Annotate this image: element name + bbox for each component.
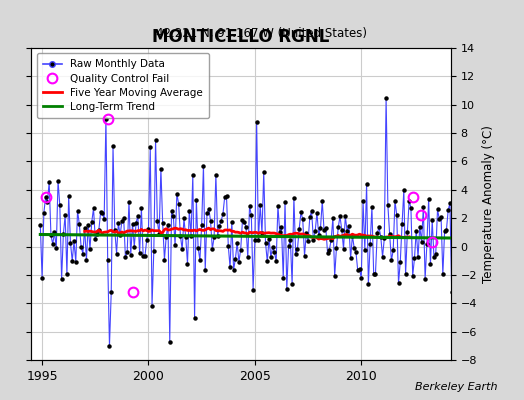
Legend: Raw Monthly Data, Quality Control Fail, Five Year Moving Average, Long-Term Tren: Raw Monthly Data, Quality Control Fail, …: [37, 53, 209, 118]
Text: Berkeley Earth: Berkeley Earth: [416, 382, 498, 392]
Y-axis label: Temperature Anomaly (°C): Temperature Anomaly (°C): [483, 125, 495, 283]
Title: MONTICELLO RGNL: MONTICELLO RGNL: [152, 28, 330, 46]
Text: 42.221 N, 91.167 W (United States): 42.221 N, 91.167 W (United States): [157, 28, 367, 40]
